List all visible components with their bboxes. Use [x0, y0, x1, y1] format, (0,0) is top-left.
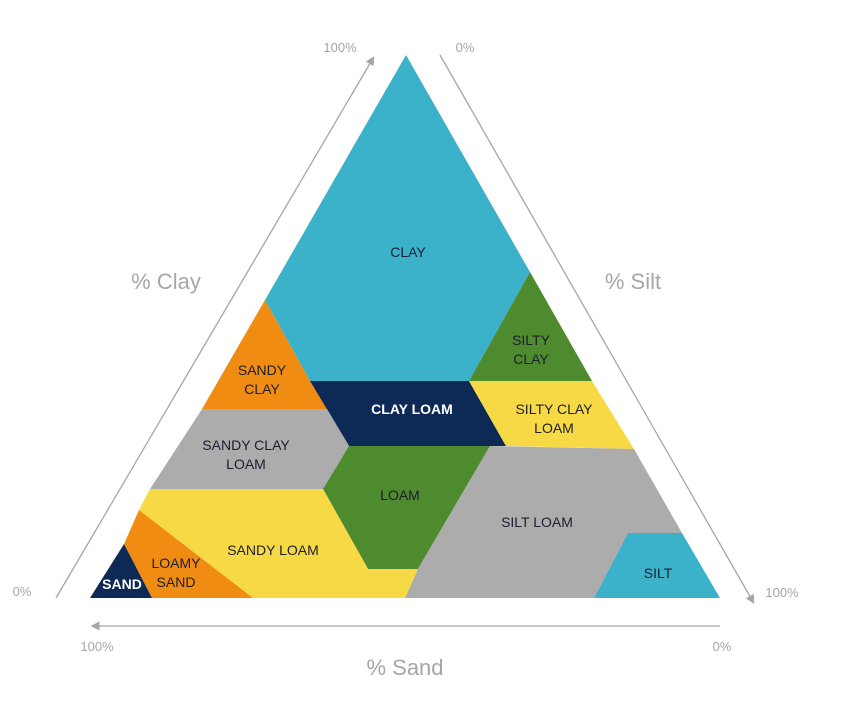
sand-axis-title: % Sand: [366, 655, 443, 680]
region-sandy-clay: [202, 300, 327, 409]
region-clay-loam: [310, 381, 506, 446]
region-loamy-sand: [124, 510, 253, 598]
sand-axis-end-label: 0%: [713, 639, 732, 654]
region-sand: [90, 544, 152, 598]
silt-axis-title: % Silt: [605, 269, 661, 294]
region-loam: [323, 446, 490, 569]
clay-axis-title: % Clay: [131, 269, 201, 294]
region-silty-clay: [469, 272, 592, 381]
label-sand: SAND: [102, 576, 142, 592]
silt-axis-start-label: 0%: [456, 40, 475, 55]
label-sandy-clay-2: CLAY: [244, 381, 280, 397]
label-sandy-clay-1: SANDY: [238, 362, 287, 378]
silt-axis-arrow: [439, 54, 755, 604]
region-sandy-clay-loam: [150, 409, 349, 489]
label-silty-clay-loam-2: LOAM: [534, 420, 574, 436]
label-sandy-clay-loam-1: SANDY CLAY: [202, 437, 290, 453]
label-loamy-sand-2: SAND: [157, 574, 196, 590]
label-clay: CLAY: [390, 244, 426, 260]
label-clay-loam: CLAY LOAM: [371, 401, 453, 417]
region-silt-loam: [405, 446, 682, 598]
label-loamy-sand-1: LOAMY: [151, 555, 201, 571]
clay-axis-arrow: [55, 56, 375, 599]
region-silty-clay-loam: [469, 381, 634, 449]
region-sandy-loam: [139, 489, 418, 598]
label-sandy-clay-loam-2: LOAM: [226, 456, 266, 472]
label-silt: SILT: [644, 565, 673, 581]
clay-axis-start-label: 0%: [13, 584, 32, 599]
label-sandy-loam: SANDY LOAM: [227, 542, 319, 558]
label-silty-clay-1: SILTY: [512, 332, 551, 348]
sand-axis-start-label: 100%: [80, 639, 114, 654]
region-silt: [594, 533, 720, 598]
label-silty-clay-loam-1: SILTY CLAY: [515, 401, 593, 417]
label-loam: LOAM: [380, 487, 420, 503]
label-silt-loam: SILT LOAM: [501, 514, 573, 530]
region-clay: [265, 55, 530, 381]
silt-axis-end-label: 100%: [765, 585, 799, 600]
label-silty-clay-2: CLAY: [513, 351, 549, 367]
clay-axis-end-label: 100%: [323, 40, 357, 55]
